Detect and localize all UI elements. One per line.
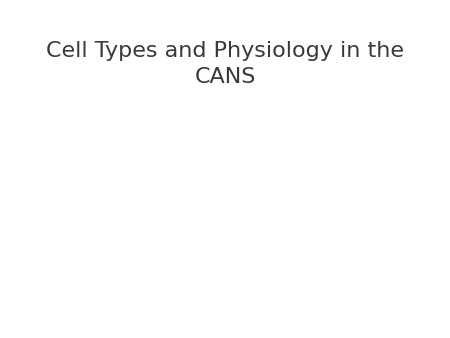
Text: Cell Types and Physiology in the
CANS: Cell Types and Physiology in the CANS [46, 41, 404, 87]
